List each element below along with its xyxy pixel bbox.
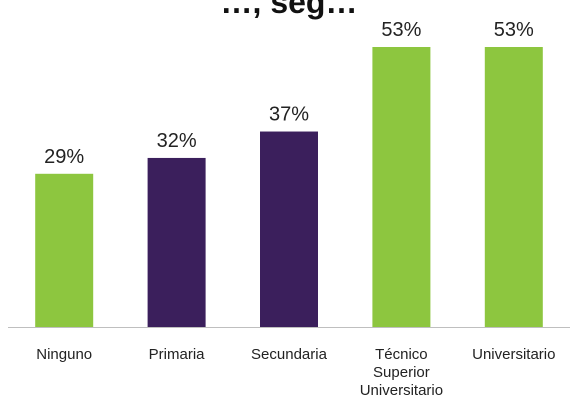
category-label-line: Técnico [375,346,428,363]
value-label-primaria: 32% [157,130,197,152]
category-label-universitario: Universitario [472,346,555,363]
bar-universitario [484,47,543,327]
value-label-ninguno: 29% [44,146,84,168]
category-label-ninguno: Ninguno [36,346,92,363]
chart-title: …, seg… [220,0,358,20]
value-label-tecnico-superior-universitario: 53% [381,19,421,41]
value-label-universitario: 53% [494,19,534,41]
category-label-line: Universitario [472,346,555,363]
bar-primaria [147,157,206,327]
category-label-secundaria: Secundaria [251,346,328,363]
value-label-secundaria: 37% [269,104,309,126]
category-label-line: Secundaria [251,346,328,363]
bar-tecnico-superior-universitario [372,47,431,327]
category-label-line: Superior [373,364,430,381]
category-label-tecnico-superior-universitario: Técnico Superior Universitario [360,346,443,399]
bar-ninguno [35,173,94,327]
category-label-line: Universitario [360,382,443,399]
bar-secundaria [260,131,318,327]
category-label-primaria: Primaria [149,346,205,363]
category-label-line: Ninguno [36,346,92,363]
category-label-line: Primaria [149,346,205,363]
